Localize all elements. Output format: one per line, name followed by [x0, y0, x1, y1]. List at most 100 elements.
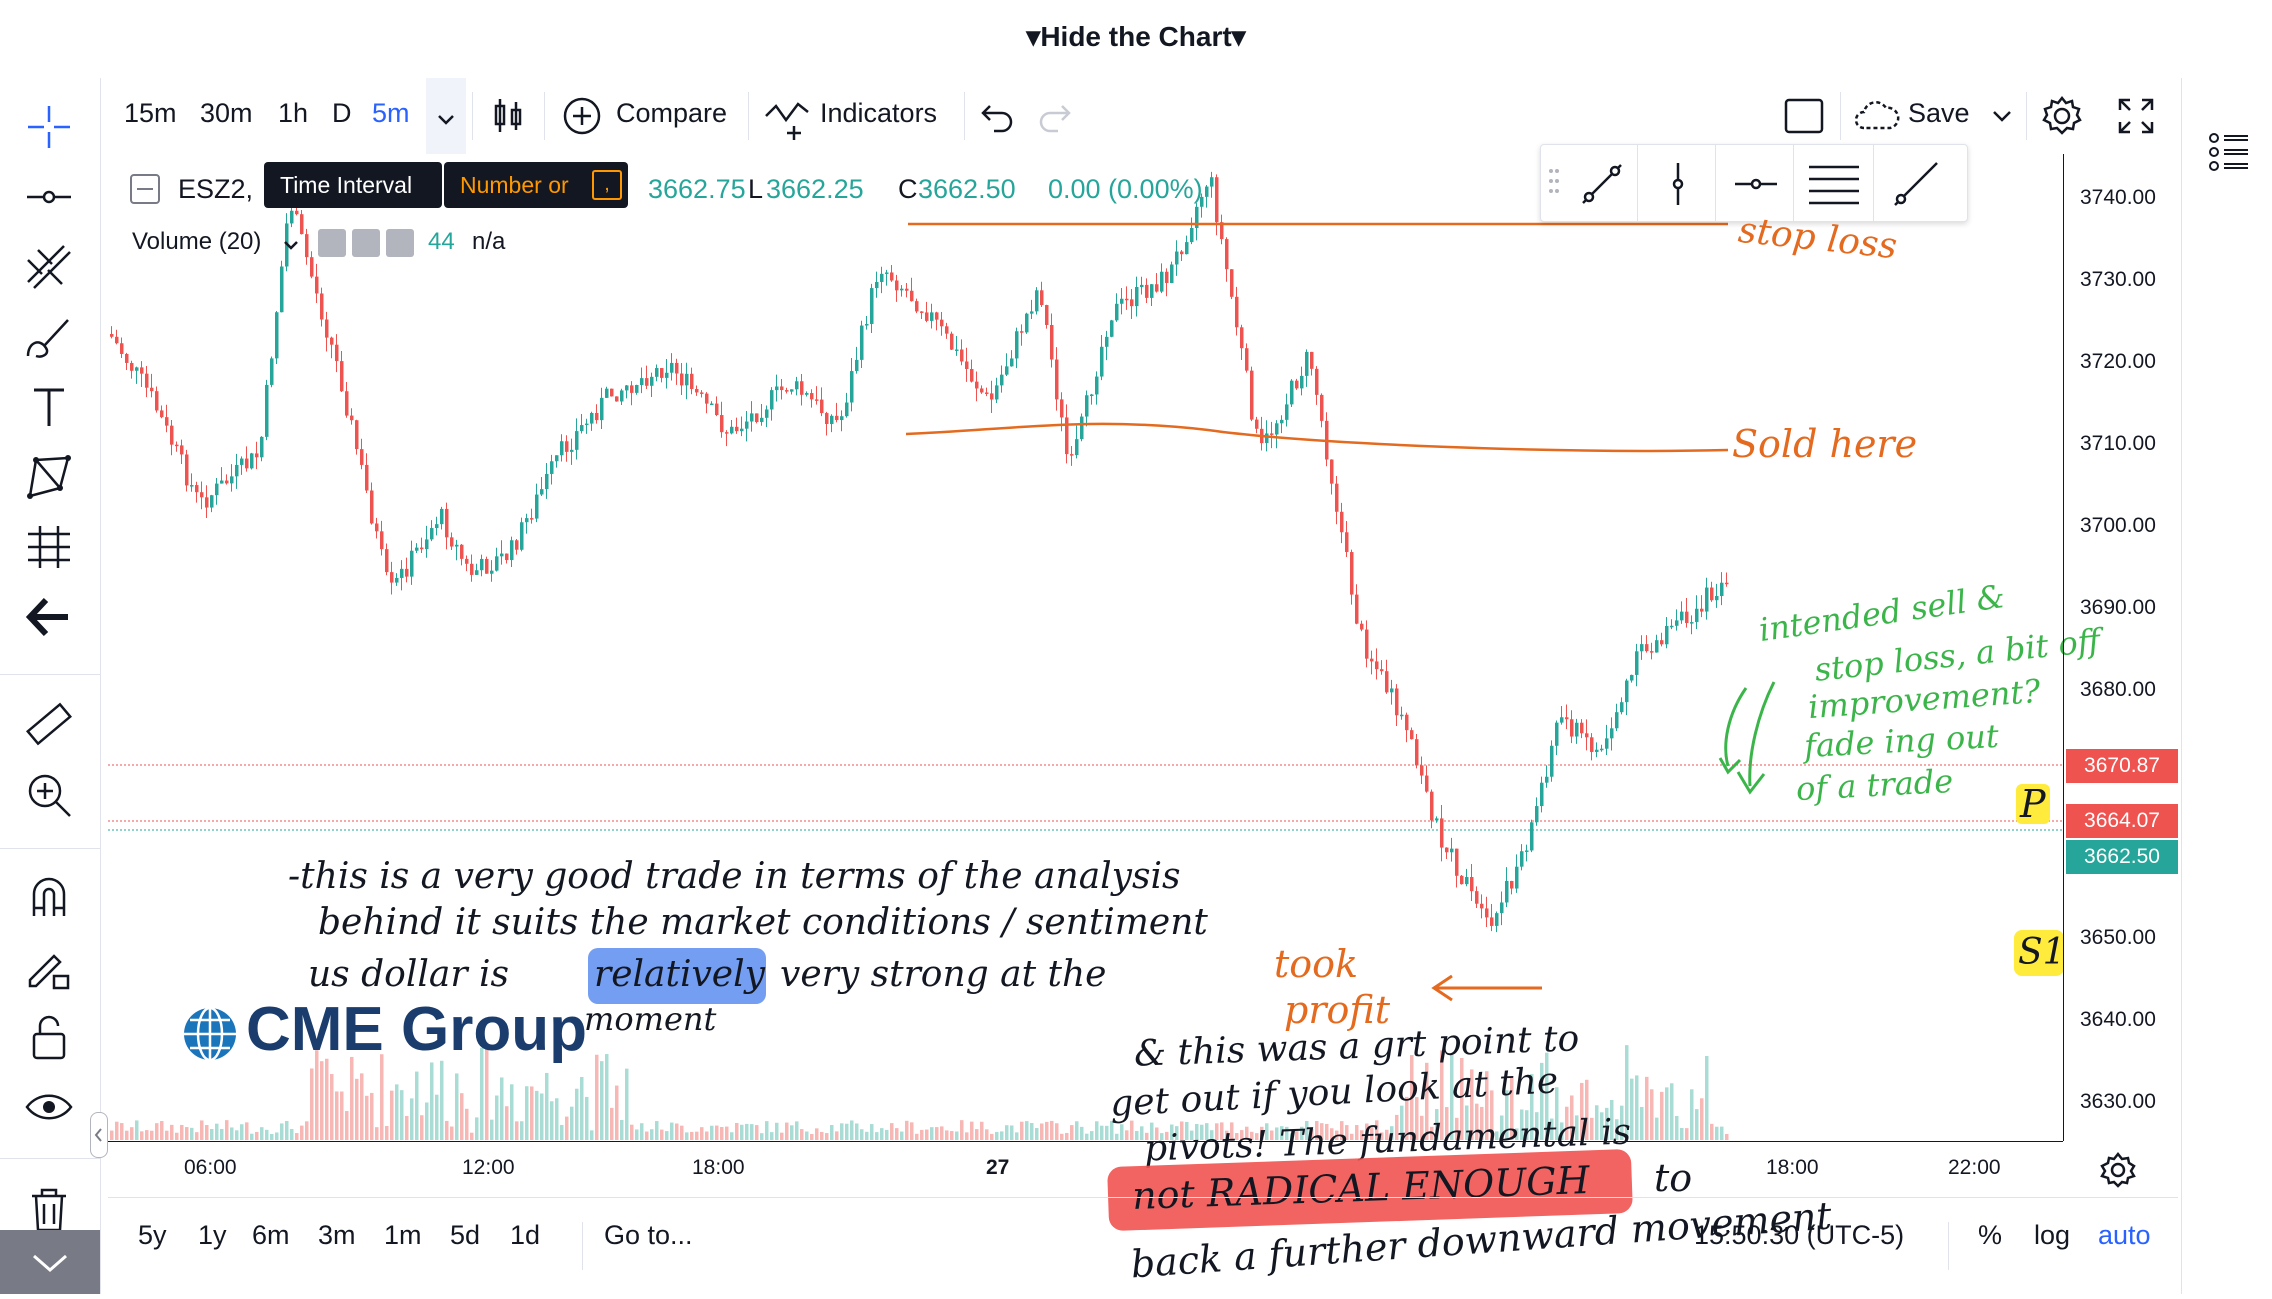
horizontal-ray-icon[interactable] — [1731, 159, 1781, 209]
ray-icon[interactable] — [1891, 159, 1941, 209]
interval-d[interactable]: D — [332, 98, 352, 128]
zoom-in-icon[interactable] — [24, 770, 74, 820]
volume-bar — [365, 1095, 369, 1140]
volume-bar — [1135, 1130, 1139, 1140]
drag-handle-icon[interactable] — [1547, 165, 1561, 201]
volume-bar — [240, 1124, 244, 1140]
interval-5m[interactable]: 5m — [372, 98, 410, 128]
redo-icon[interactable] — [1036, 98, 1072, 134]
expand-icon[interactable] — [2116, 96, 2156, 136]
volume-bar — [1625, 1045, 1629, 1140]
volume-bar — [1380, 1132, 1384, 1140]
brush-icon[interactable] — [24, 312, 74, 362]
volume-bar — [610, 1107, 614, 1140]
volume-bar — [1320, 1123, 1324, 1140]
remove-indicator-icon[interactable] — [386, 229, 414, 257]
collapse-toolbar-button[interactable] — [0, 1230, 100, 1294]
cloud-icon[interactable] — [1852, 98, 1900, 134]
price-axis[interactable]: 3740.00 3730.00 3720.00 3710.00 3700.00 … — [2063, 154, 2182, 1141]
volume-bar — [200, 1120, 204, 1140]
range-1y[interactable]: 1y — [198, 1220, 227, 1250]
horizontal-line-icon[interactable] — [24, 172, 74, 222]
candle-body — [160, 410, 164, 418]
watchlist-icon[interactable] — [2206, 130, 2252, 176]
gear-icon[interactable] — [2040, 94, 2084, 138]
volume-bar — [1425, 1062, 1429, 1140]
volume-bar — [800, 1129, 804, 1140]
eye-icon[interactable] — [24, 1082, 74, 1132]
chart-area[interactable]: ESZ2, 3662.75 L 3662.25 C 3662.50 0.00 (… — [108, 144, 2102, 1232]
volume-bar — [315, 1050, 319, 1140]
compare-plus-icon[interactable] — [562, 96, 602, 136]
candle-body — [1600, 748, 1604, 751]
hide-chart-toggle[interactable]: ▾Hide the Chart▾ — [1026, 21, 1246, 52]
trend-line-icon[interactable] — [1577, 159, 1627, 209]
range-5y[interactable]: 5y — [138, 1220, 167, 1250]
undo-icon[interactable] — [980, 98, 1016, 134]
parallel-channel-icon[interactable] — [1807, 159, 1861, 209]
candle-body — [1425, 775, 1429, 792]
back-arrow-icon[interactable] — [24, 592, 74, 642]
volume-bar — [1600, 1112, 1604, 1140]
prediction-tool-icon[interactable] — [24, 522, 74, 572]
percent-toggle[interactable]: % — [1978, 1220, 2003, 1250]
candle-body — [1375, 661, 1379, 670]
crosshair-icon[interactable] — [24, 102, 74, 152]
time-axis[interactable]: 06:00 12:00 18:00 27 18:00 22:00 — [108, 1141, 2063, 1198]
candle-body — [1370, 658, 1374, 662]
settings-toggle-icon[interactable] — [352, 229, 380, 257]
ruler-icon[interactable] — [24, 700, 74, 750]
save-chevron-icon[interactable] — [1988, 102, 2016, 130]
candle-body — [1540, 782, 1544, 807]
vertical-line-icon[interactable] — [1653, 159, 1703, 209]
chevron-down-icon[interactable] — [280, 234, 302, 256]
interval-1h[interactable]: 1h — [278, 98, 309, 128]
range-1d[interactable]: 1d — [510, 1220, 541, 1250]
save-button[interactable]: Save — [1908, 98, 1970, 128]
indicators-icon[interactable] — [764, 96, 810, 142]
compare-button[interactable]: Compare — [616, 98, 728, 128]
scroll-left-handle[interactable] — [90, 1112, 108, 1158]
volume-bar — [1350, 1133, 1354, 1140]
lock-icon[interactable] — [24, 1012, 74, 1062]
axis-settings-icon[interactable] — [2098, 1150, 2138, 1190]
volume-label[interactable]: Volume (20) — [132, 228, 262, 255]
interval-dropdown[interactable] — [426, 78, 466, 154]
candle-body — [1365, 629, 1369, 659]
eye-toggle-icon[interactable] — [318, 229, 346, 257]
magnet-icon[interactable] — [24, 872, 74, 922]
pattern-tool-icon[interactable] — [24, 452, 74, 502]
volume-bar — [630, 1124, 634, 1140]
range-6m[interactable]: 6m — [252, 1220, 290, 1250]
range-1m[interactable]: 1m — [384, 1220, 422, 1250]
fib-tool-icon[interactable] — [24, 242, 74, 292]
draw-lock-icon[interactable] — [24, 942, 74, 992]
range-5d[interactable]: 5d — [450, 1220, 481, 1250]
volume-bar — [870, 1124, 874, 1140]
auto-toggle[interactable]: auto — [2098, 1220, 2151, 1250]
log-toggle[interactable]: log — [2034, 1220, 2071, 1250]
go-to-button[interactable]: Go to... — [604, 1220, 693, 1250]
volume-bar — [580, 1077, 584, 1140]
candlestick-chart[interactable] — [108, 154, 2063, 1141]
low-label: L — [748, 174, 764, 204]
range-3m[interactable]: 3m — [318, 1220, 356, 1250]
candle-body — [1700, 608, 1704, 612]
interval-30m[interactable]: 30m — [200, 98, 253, 128]
text-tool-icon[interactable] — [24, 382, 74, 432]
bottom-bar: 5y 1y 6m 3m 1m 5d 1d Go to... 15:50:30 (… — [108, 1197, 2178, 1295]
trash-icon[interactable] — [24, 1184, 74, 1234]
volume-bar — [725, 1126, 729, 1140]
volume-bar — [1550, 1118, 1554, 1140]
took-profit-arrow — [1431, 974, 1542, 1002]
indicators-button[interactable]: Indicators — [820, 98, 938, 128]
interval-15m[interactable]: 15m — [124, 98, 177, 128]
collapse-legend-icon[interactable] — [130, 174, 160, 204]
fullscreen-rect-icon[interactable] — [1782, 96, 1826, 136]
clock[interactable]: 15:50:30 (UTC-5) — [1694, 1220, 1905, 1250]
candles-icon[interactable] — [488, 96, 528, 136]
candle-body — [1705, 587, 1709, 612]
volume-bar — [135, 1120, 139, 1140]
volume-bar — [1585, 1079, 1589, 1140]
candle-body — [420, 547, 424, 550]
